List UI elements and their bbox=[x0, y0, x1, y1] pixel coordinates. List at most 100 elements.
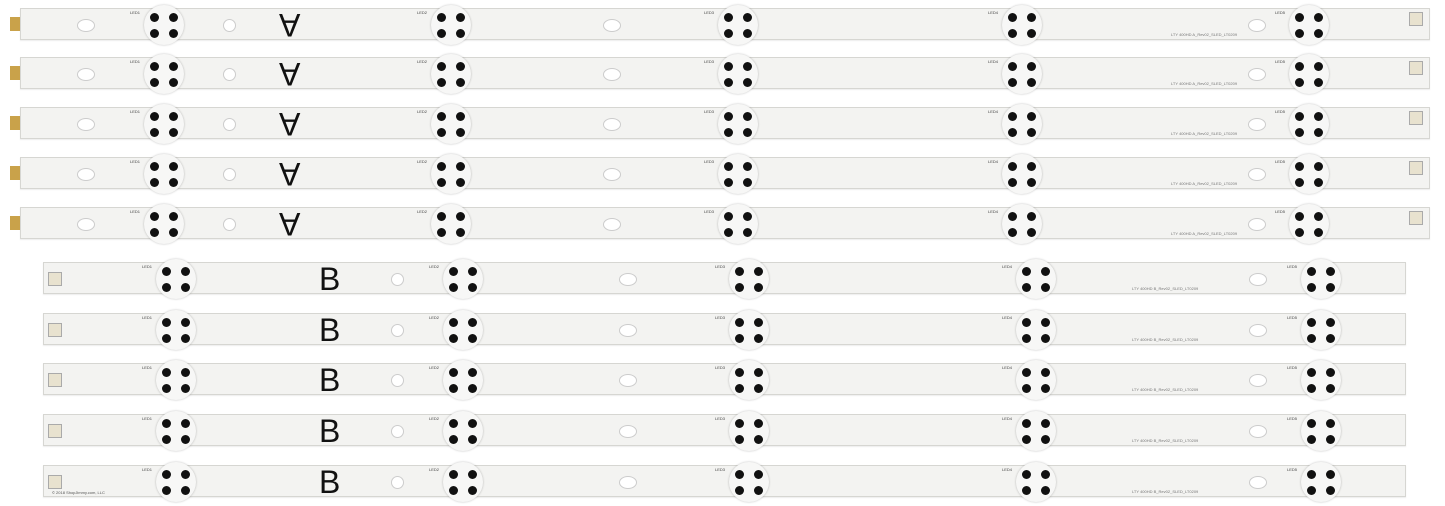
led-dot bbox=[1027, 178, 1036, 187]
led-strip-b: LED1 LED2 LED3 LED4 LED5 B LTY 400HD B_Rev02_S… bbox=[43, 462, 1406, 502]
led-label: LED4 bbox=[1002, 315, 1013, 320]
led-dot bbox=[754, 435, 763, 444]
led-dot bbox=[735, 318, 744, 327]
led-dot bbox=[169, 162, 178, 171]
led-dot bbox=[456, 228, 465, 237]
led-dot bbox=[437, 212, 446, 221]
led-lens bbox=[443, 462, 483, 502]
mounting-hole bbox=[77, 68, 95, 81]
led-dot bbox=[743, 13, 752, 22]
led-dot bbox=[456, 162, 465, 171]
led-dot bbox=[449, 368, 458, 377]
led-dot bbox=[735, 368, 744, 377]
led-label: LED5 bbox=[1275, 159, 1286, 164]
led-dot bbox=[754, 283, 763, 292]
mounting-hole bbox=[391, 324, 404, 337]
led-dot bbox=[735, 334, 744, 343]
mounting-hole bbox=[391, 374, 404, 387]
led-lens bbox=[1301, 360, 1341, 400]
led-label: LED1 bbox=[130, 59, 141, 64]
led-lens bbox=[431, 154, 471, 194]
led-dot bbox=[169, 212, 178, 221]
led-dot bbox=[456, 128, 465, 137]
mounting-hole bbox=[619, 273, 637, 286]
led-lens bbox=[729, 462, 769, 502]
led-dot bbox=[1295, 212, 1304, 221]
connector bbox=[48, 323, 62, 337]
led-dot bbox=[1295, 62, 1304, 71]
led-lens bbox=[431, 54, 471, 94]
led-dot bbox=[1295, 29, 1304, 38]
led-label: LED5 bbox=[1287, 264, 1298, 269]
led-dot bbox=[468, 384, 477, 393]
led-label: LED1 bbox=[142, 416, 153, 421]
led-dot bbox=[162, 368, 171, 377]
led-label: LED4 bbox=[1002, 264, 1013, 269]
led-dot bbox=[1041, 384, 1050, 393]
led-dot bbox=[1008, 62, 1017, 71]
mounting-hole bbox=[603, 19, 621, 32]
led-dot bbox=[1314, 62, 1323, 71]
led-dot bbox=[150, 162, 159, 171]
connector bbox=[48, 373, 62, 387]
led-dot bbox=[1295, 128, 1304, 137]
led-label: LED2 bbox=[417, 159, 428, 164]
led-dot bbox=[735, 283, 744, 292]
led-dot bbox=[724, 228, 733, 237]
mounting-hole bbox=[619, 374, 637, 387]
led-dot bbox=[169, 62, 178, 71]
led-dot bbox=[1008, 128, 1017, 137]
led-dot bbox=[735, 486, 744, 495]
led-dot bbox=[1326, 470, 1335, 479]
mounting-hole bbox=[223, 19, 236, 32]
led-dot bbox=[743, 228, 752, 237]
mounting-hole bbox=[619, 425, 637, 438]
led-label: LED4 bbox=[988, 159, 999, 164]
led-dot bbox=[724, 162, 733, 171]
led-lens bbox=[1002, 54, 1042, 94]
mounting-hole bbox=[1249, 273, 1267, 286]
led-dot bbox=[449, 267, 458, 276]
led-lens bbox=[1002, 204, 1042, 244]
led-dot bbox=[150, 228, 159, 237]
led-dot bbox=[724, 112, 733, 121]
led-dot bbox=[1307, 283, 1316, 292]
led-lens bbox=[1002, 154, 1042, 194]
led-dot bbox=[1008, 29, 1017, 38]
led-dot bbox=[1295, 13, 1304, 22]
led-dot bbox=[1022, 318, 1031, 327]
led-dot bbox=[169, 29, 178, 38]
led-lens bbox=[1301, 411, 1341, 451]
connector bbox=[48, 272, 62, 286]
led-strip-b: LED1 LED2 LED3 LED4 LED5 B LTY 400HD B_Rev02_S… bbox=[43, 360, 1406, 400]
led-dot bbox=[162, 435, 171, 444]
led-dot bbox=[181, 486, 190, 495]
led-dot bbox=[754, 267, 763, 276]
led-dot bbox=[181, 283, 190, 292]
led-dot bbox=[735, 384, 744, 393]
part-number: LTY 400HD A_Rev02_SLED_LT0209 bbox=[1171, 231, 1238, 236]
mounting-hole bbox=[619, 476, 637, 489]
mounting-hole bbox=[391, 425, 404, 438]
led-lens bbox=[1289, 104, 1329, 144]
led-dot bbox=[1041, 334, 1050, 343]
led-strip-b: LED1 LED2 LED3 LED4 LED5 B LTY 400HD B_Rev02_S… bbox=[43, 411, 1406, 451]
led-dot bbox=[468, 283, 477, 292]
led-dot bbox=[437, 128, 446, 137]
led-label: LED2 bbox=[429, 416, 440, 421]
led-dot bbox=[1008, 178, 1017, 187]
led-lens bbox=[1016, 259, 1056, 299]
led-dot bbox=[162, 318, 171, 327]
led-lens bbox=[729, 360, 769, 400]
led-dot bbox=[162, 384, 171, 393]
led-lens bbox=[156, 310, 196, 350]
led-strip-b: LED1 LED2 LED3 LED4 LED5 B LTY 400HD B_Rev02_S… bbox=[43, 310, 1406, 350]
led-label: LED2 bbox=[417, 209, 428, 214]
mounting-hole bbox=[619, 324, 637, 337]
connector bbox=[1409, 161, 1423, 175]
led-dot bbox=[754, 384, 763, 393]
led-dot bbox=[1314, 178, 1323, 187]
led-dot bbox=[1022, 419, 1031, 428]
led-dot bbox=[1307, 267, 1316, 276]
led-dot bbox=[1314, 128, 1323, 137]
